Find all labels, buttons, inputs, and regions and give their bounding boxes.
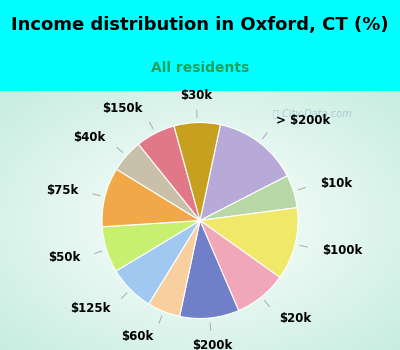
- Wedge shape: [116, 220, 200, 304]
- Text: $125k: $125k: [70, 302, 111, 315]
- Text: $60k: $60k: [121, 330, 154, 343]
- Wedge shape: [180, 220, 239, 318]
- Text: > $200k: > $200k: [276, 114, 330, 127]
- Wedge shape: [200, 176, 297, 220]
- Wedge shape: [200, 208, 298, 278]
- Text: $200k: $200k: [192, 339, 232, 350]
- Text: $150k: $150k: [102, 102, 143, 116]
- Text: $20k: $20k: [279, 312, 311, 325]
- Text: $50k: $50k: [48, 251, 80, 264]
- Wedge shape: [116, 144, 200, 220]
- Text: Income distribution in Oxford, CT (%): Income distribution in Oxford, CT (%): [11, 16, 389, 35]
- Wedge shape: [102, 220, 200, 271]
- Wedge shape: [174, 122, 220, 220]
- Wedge shape: [200, 220, 280, 310]
- Wedge shape: [149, 220, 200, 316]
- Text: $40k: $40k: [74, 131, 106, 144]
- Text: All residents: All residents: [151, 61, 249, 75]
- Wedge shape: [102, 169, 200, 227]
- Text: $100k: $100k: [322, 244, 362, 257]
- Text: $10k: $10k: [320, 177, 352, 190]
- Text: $75k: $75k: [46, 184, 78, 197]
- Text: ⓘ City-Data.com: ⓘ City-Data.com: [273, 109, 352, 119]
- Wedge shape: [138, 126, 200, 220]
- Text: $30k: $30k: [180, 89, 212, 101]
- Wedge shape: [200, 125, 287, 220]
